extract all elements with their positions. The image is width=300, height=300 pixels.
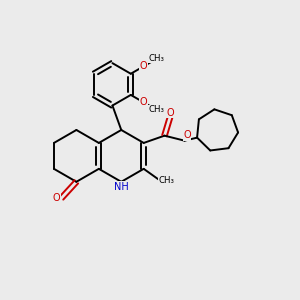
Text: O: O bbox=[140, 98, 147, 107]
Text: O: O bbox=[140, 61, 147, 70]
Text: CH₃: CH₃ bbox=[148, 54, 164, 63]
Text: CH₃: CH₃ bbox=[148, 105, 164, 114]
Text: O: O bbox=[52, 193, 60, 203]
Text: NH: NH bbox=[114, 182, 129, 192]
Text: O: O bbox=[166, 108, 174, 118]
Text: CH₃: CH₃ bbox=[159, 176, 175, 185]
Text: O: O bbox=[183, 130, 191, 140]
